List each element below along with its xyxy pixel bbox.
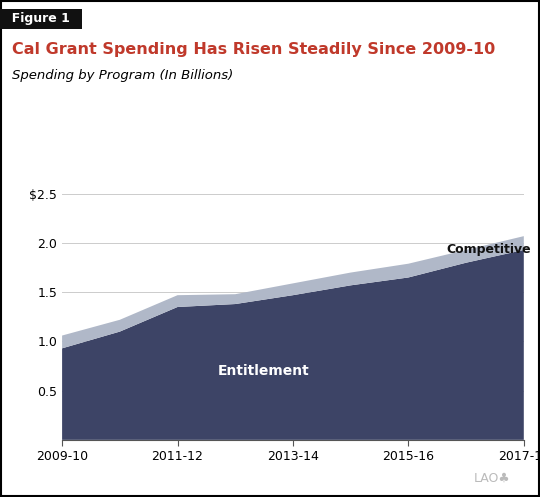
- Text: LAO♣: LAO♣: [474, 472, 510, 485]
- Text: Competitive: Competitive: [446, 244, 530, 256]
- Text: Entitlement: Entitlement: [218, 364, 310, 378]
- Text: Figure 1: Figure 1: [3, 12, 78, 25]
- Text: Spending by Program (In Billions): Spending by Program (In Billions): [12, 69, 233, 82]
- Text: Cal Grant Spending Has Risen Steadily Since 2009-10: Cal Grant Spending Has Risen Steadily Si…: [12, 42, 495, 57]
